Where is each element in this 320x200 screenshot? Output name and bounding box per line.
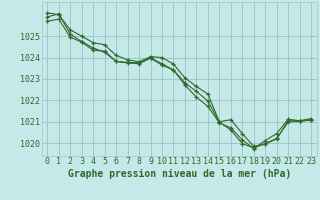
X-axis label: Graphe pression niveau de la mer (hPa): Graphe pression niveau de la mer (hPa) (68, 169, 291, 179)
